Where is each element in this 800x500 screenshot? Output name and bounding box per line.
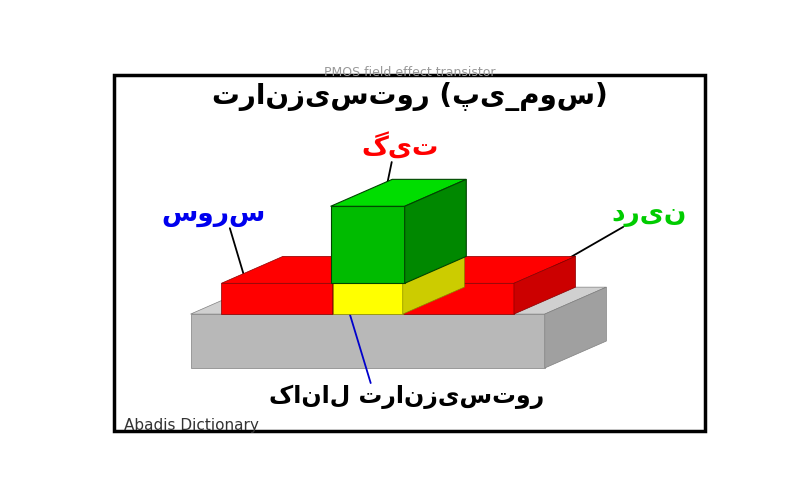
Polygon shape xyxy=(333,284,402,314)
Polygon shape xyxy=(402,284,514,314)
Polygon shape xyxy=(190,314,545,368)
Polygon shape xyxy=(333,256,464,283)
Text: گیت: گیت xyxy=(362,134,438,162)
Polygon shape xyxy=(190,287,606,314)
Text: کانال ترانزیستور: کانال ترانزیستور xyxy=(269,385,544,409)
Polygon shape xyxy=(405,180,466,284)
Text: سورس: سورس xyxy=(162,201,266,227)
Polygon shape xyxy=(545,287,606,368)
Polygon shape xyxy=(222,256,394,283)
Text: درین: درین xyxy=(611,201,686,227)
Polygon shape xyxy=(402,256,464,314)
Text: ترانزیستور (پی_موس): ترانزیستور (پی_موس) xyxy=(212,82,608,110)
Polygon shape xyxy=(222,284,333,314)
Polygon shape xyxy=(402,256,575,283)
Polygon shape xyxy=(330,206,405,284)
Text: Abadis Dictionary: Abadis Dictionary xyxy=(123,418,258,433)
Polygon shape xyxy=(514,256,575,314)
Polygon shape xyxy=(333,256,394,314)
Polygon shape xyxy=(330,180,466,206)
Text: PMOS field effect transistor: PMOS field effect transistor xyxy=(324,66,496,79)
